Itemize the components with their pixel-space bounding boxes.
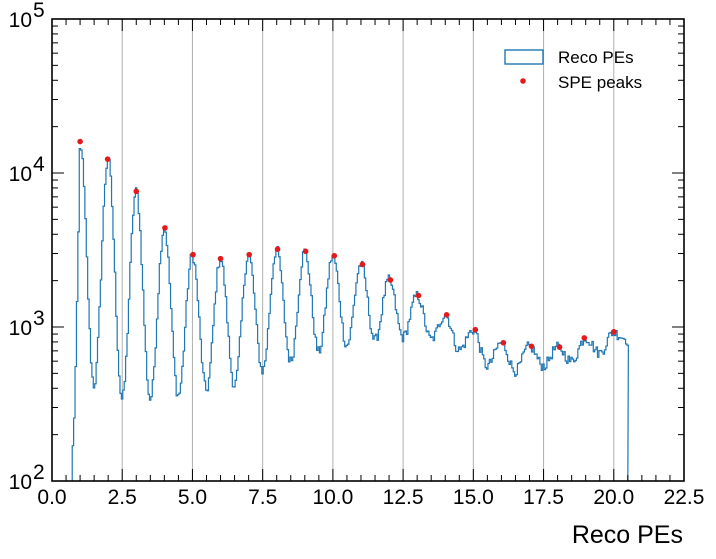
tick-labels: 0.0 2.5 5.0 7.5 10.0 12.5 15.0 17.5 20.0 22.510 21… xyxy=(9,0,705,509)
y-tick-label-exponent: 5 xyxy=(33,0,45,22)
y-tick-label: 10 xyxy=(9,163,32,186)
spe-peak-point xyxy=(556,344,563,350)
x-tick-label: 5.0 xyxy=(178,486,207,509)
y-tick-label: 10 xyxy=(9,9,32,32)
spe-peak-point xyxy=(472,326,479,333)
x-tick-label: 0.0 xyxy=(37,486,66,509)
spe-peak-point xyxy=(500,339,507,346)
y-tick-label: 10 xyxy=(9,317,32,340)
spe-peak-point xyxy=(359,261,366,268)
legend: Reco PEs SPE peaks xyxy=(504,48,642,92)
spe-peak-point xyxy=(302,248,309,255)
y-tick-label: 10 xyxy=(9,471,32,494)
x-axis-title: Reco PEs xyxy=(572,521,683,549)
spe-peak-point xyxy=(77,138,83,145)
x-tick-label: 15.0 xyxy=(453,486,494,509)
axes-frame xyxy=(51,18,685,482)
spe-peak-point xyxy=(274,246,281,253)
x-tick-label: 20.0 xyxy=(593,486,634,509)
spe-peak-point xyxy=(610,329,617,335)
grid-lines xyxy=(121,19,615,481)
spe-peak-point xyxy=(331,252,338,259)
y-tick-label-exponent: 3 xyxy=(33,307,45,330)
spe-peak-point xyxy=(528,343,535,350)
y-tick-label-exponent: 4 xyxy=(33,153,45,176)
spe-peak-point xyxy=(190,251,196,258)
spe-peak-point xyxy=(387,277,394,283)
spe-peak-point xyxy=(217,255,224,262)
x-tick-label: 7.5 xyxy=(248,486,277,509)
peak-markers xyxy=(77,138,617,350)
spe-peak-point xyxy=(104,156,111,162)
spe-peak-point xyxy=(581,335,588,341)
spe-peak-point xyxy=(443,312,450,318)
legend-peak-marker xyxy=(520,78,526,84)
spe-peak-point xyxy=(415,292,422,299)
legend-hist-label: Reco PEs xyxy=(558,48,634,67)
x-tick-label: 17.5 xyxy=(523,486,564,509)
legend-hist-swatch xyxy=(504,49,544,65)
legend-peak-label: SPE peaks xyxy=(558,73,642,92)
spe-peak-point xyxy=(162,225,168,231)
x-tick-label: 2.5 xyxy=(108,486,137,509)
axis-ticks xyxy=(51,18,685,482)
plot-frame xyxy=(51,18,685,482)
spe-peak-point xyxy=(246,251,252,258)
x-tick-label: 22.5 xyxy=(664,486,705,509)
y-tick-label-exponent: 2 xyxy=(33,461,45,484)
x-tick-label: 10.0 xyxy=(312,486,353,509)
spe-peak-point xyxy=(133,188,140,195)
x-tick-label: 12.5 xyxy=(383,486,424,509)
